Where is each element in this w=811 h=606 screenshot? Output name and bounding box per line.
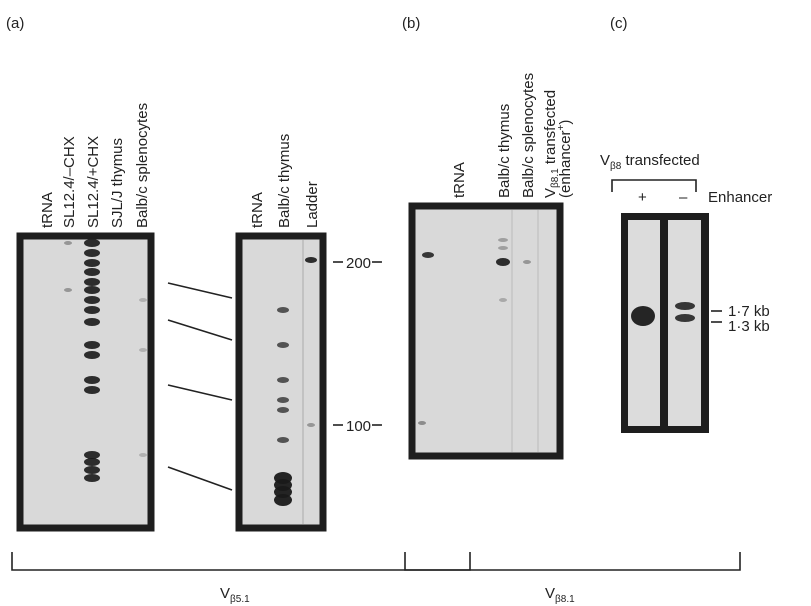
gel-band: [274, 494, 292, 506]
gel-band: [84, 296, 100, 304]
bracket-label: Vβ8.1: [545, 585, 575, 605]
gel-band: [84, 239, 100, 247]
gel-band: [675, 314, 695, 322]
gel-lane: [668, 220, 701, 426]
gel-band: [277, 397, 289, 403]
gel-band: [499, 298, 507, 302]
lane-label: SL12.4/+CHX: [85, 136, 102, 228]
subscript: β8: [610, 161, 622, 172]
gel-band: [139, 453, 147, 457]
size-label: 1·3 kb: [728, 318, 770, 335]
gel-band: [277, 437, 289, 443]
gel-band: [64, 288, 72, 292]
gel-band: [84, 386, 100, 394]
panel-label: (a): [6, 15, 24, 32]
text-part: transfected: [621, 152, 699, 169]
gel-band: [631, 306, 655, 326]
gel-band: [84, 466, 100, 474]
gel-band: [84, 268, 100, 276]
lane-caption: Enhancer: [708, 189, 772, 206]
subscript: β8.1: [555, 594, 575, 605]
gel-band: [84, 249, 100, 257]
bracket: [12, 552, 470, 570]
gel-band: [277, 307, 289, 313]
lane-label: Balb/c splenocytes: [520, 73, 537, 198]
gel-band: [84, 458, 100, 466]
lane-label: Balb/c splenocytes: [134, 103, 151, 228]
gel-band: [675, 302, 695, 310]
figure: (a) (b) (c) 200 100 tRNA SL12.4/–CHX SL1…: [0, 0, 811, 606]
gel-band: [64, 241, 72, 245]
text-part: (enhancer: [557, 130, 574, 198]
lane-label: SL12.4/–CHX: [61, 136, 78, 228]
gel-band: [139, 348, 147, 352]
gel-band: [139, 298, 147, 302]
connector: [168, 283, 232, 298]
gel-band: [523, 260, 531, 264]
connector: [168, 467, 232, 490]
lane-label: Balb/c thymus: [276, 134, 293, 228]
gel-band: [84, 351, 100, 359]
gel-band: [84, 306, 100, 314]
gel-band: [84, 376, 100, 384]
bracket-label: Vβ5.1: [220, 585, 250, 605]
gel-band: [307, 423, 315, 427]
lane-label: –: [679, 189, 688, 206]
connector: [168, 385, 232, 400]
lane-label: +: [638, 189, 647, 206]
text-part: V: [600, 152, 610, 169]
lane-label: tRNA: [451, 162, 468, 198]
gel-band: [305, 257, 317, 263]
bands: [64, 238, 695, 506]
gel-band: [496, 258, 510, 266]
bracket: [405, 552, 740, 570]
size-marker: 200: [346, 255, 371, 272]
lane-label: tRNA: [249, 192, 266, 228]
gel-band: [84, 341, 100, 349]
text-part: V: [220, 585, 230, 602]
gel-band: [84, 474, 100, 482]
lane-label: Balb/c thymus: [496, 104, 513, 198]
lane-label: (enhancer+): [556, 120, 574, 198]
header: Vβ8 transfected: [600, 152, 700, 172]
gel-band: [84, 451, 100, 459]
size-marker: 100: [346, 418, 371, 435]
gel-band: [498, 246, 508, 250]
gel-band: [418, 421, 426, 425]
gel-band: [84, 286, 100, 294]
lane-label: SJL/J thymus: [109, 138, 126, 228]
panel-label: (c): [610, 15, 628, 32]
lane-label: tRNA: [39, 192, 56, 228]
gel-band: [84, 278, 100, 286]
text-part: ): [557, 120, 574, 125]
lane-label: Ladder: [304, 181, 321, 228]
gel-band: [498, 238, 508, 242]
subscript: β5.1: [230, 594, 250, 605]
gel-band: [277, 407, 289, 413]
panel-label: (b): [402, 15, 420, 32]
gel-band: [277, 342, 289, 348]
gel-band: [84, 259, 100, 267]
connector: [168, 320, 232, 340]
text-part: V: [545, 585, 555, 602]
gel-band: [422, 252, 434, 258]
gel-band: [277, 377, 289, 383]
gel-band: [84, 318, 100, 326]
